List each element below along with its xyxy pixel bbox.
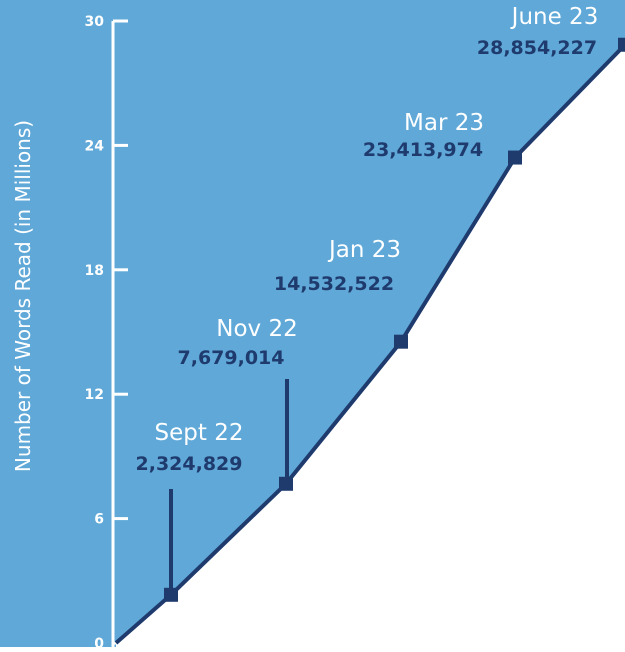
date-label: June 23 <box>510 4 599 30</box>
value-label: 2,324,829 <box>136 453 243 475</box>
date-label: Jan 23 <box>327 237 401 263</box>
y-tick-label: 6 <box>94 512 104 528</box>
data-point-marker <box>618 37 625 52</box>
value-label: 28,854,227 <box>477 37 597 59</box>
y-tick-label: 12 <box>85 387 104 403</box>
data-point-marker <box>279 476 293 491</box>
y-tick-label: 18 <box>85 263 104 279</box>
area-below-line <box>116 44 625 648</box>
y-tick-label: 30 <box>85 14 105 30</box>
y-axis-label: Number of Words Read (in Millions) <box>11 120 35 472</box>
series-line <box>114 43 625 645</box>
date-label: Mar 23 <box>404 110 484 136</box>
data-point-marker <box>394 334 408 349</box>
y-tick-label: 0 <box>94 636 104 647</box>
date-label: Nov 22 <box>216 316 297 342</box>
label-leader-lines <box>169 379 289 595</box>
data-point-markers <box>164 37 625 602</box>
date-label: Sept 22 <box>155 420 244 446</box>
data-point-marker <box>164 587 178 602</box>
y-tick-label: 24 <box>85 138 105 154</box>
y-axis-ticks: 0 6 12 18 24 30 <box>85 14 128 652</box>
value-label: 7,679,014 <box>178 347 285 369</box>
value-label: 14,532,522 <box>274 273 394 295</box>
data-point-marker <box>508 150 522 165</box>
data-labels: Sept 22 2,324,829 Nov 22 7,679,014 Jan 23 14,… <box>136 4 599 475</box>
value-label: 23,413,974 <box>363 139 483 161</box>
